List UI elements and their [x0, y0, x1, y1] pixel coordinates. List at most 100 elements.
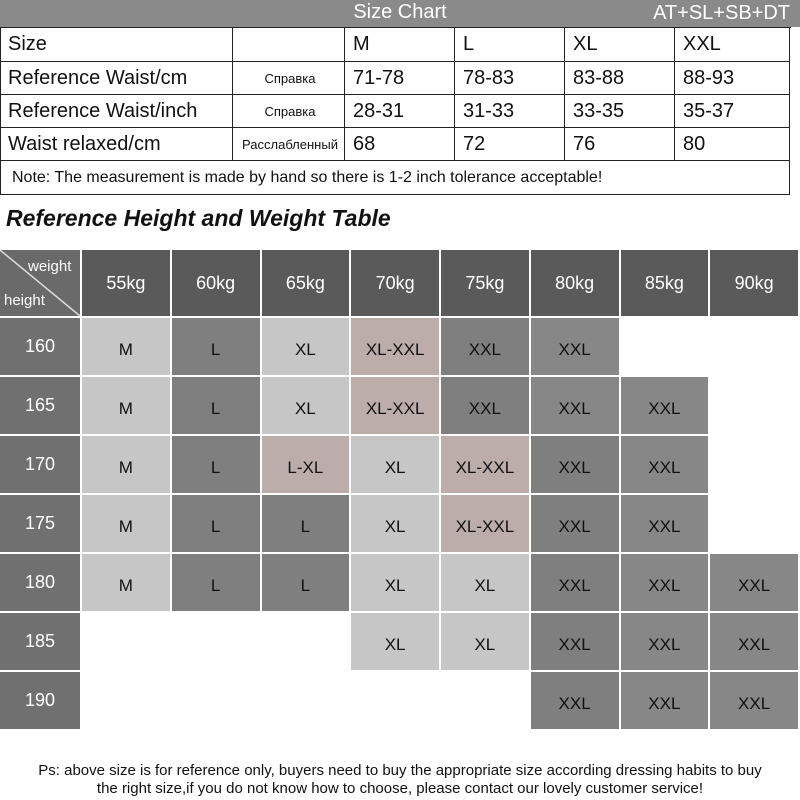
size-header: XL [565, 27, 675, 62]
size-value: 31-33 [455, 95, 565, 128]
weight-header: 55kg [82, 250, 170, 316]
size-cell: L [171, 377, 260, 434]
size-value: 78-83 [455, 62, 565, 95]
size-header: M [345, 27, 455, 62]
size-value: 72 [455, 128, 565, 161]
height-label: 170 [0, 436, 80, 493]
weight-header: 65kg [261, 250, 350, 316]
table-title: Reference Height and Weight Table [6, 205, 391, 231]
size-value: 80 [675, 128, 790, 161]
height-label: 180 [0, 554, 80, 611]
size-label: Size [0, 27, 233, 62]
size-cell: XXL [620, 672, 709, 729]
size-cell: M [82, 495, 170, 552]
size-cell [171, 613, 260, 670]
corner-height: height [4, 292, 45, 309]
size-cell: L-XL [261, 436, 350, 493]
row-note: Расслабленный [233, 128, 345, 161]
size-header: L [455, 27, 565, 62]
size-cell: L [261, 554, 350, 611]
size-cell: XXL [441, 377, 529, 434]
models: AT+SL+SB+DT [653, 2, 790, 24]
height-label: 160 [0, 318, 80, 375]
size-cell: XXL [620, 436, 709, 493]
size-header: XXL [675, 27, 790, 62]
size-cell: XL-XXL [351, 318, 439, 375]
size-cell [82, 672, 170, 729]
size-cell: XXL [441, 318, 529, 375]
weight-header: 70kg [351, 250, 439, 316]
height-label: 165 [0, 377, 80, 434]
row-note: Справка [233, 95, 345, 128]
size-cell [710, 377, 798, 434]
size-cell: L [171, 436, 260, 493]
size-cell: XL [261, 318, 350, 375]
weight-header: 90kg [710, 250, 798, 316]
size-cell [351, 672, 439, 729]
size-cell: XXL [530, 613, 619, 670]
size-value: 35-37 [675, 95, 790, 128]
size-cell: XL [351, 436, 439, 493]
corner [0, 250, 80, 316]
size-cell: XL-XXL [441, 495, 529, 552]
size-cell: XXL [530, 495, 619, 552]
size-cell: XXL [530, 318, 619, 375]
size-cell: XXL [710, 672, 798, 729]
footer-line: the right size,if you do not know how to… [96, 780, 704, 797]
row-label: Reference Waist/inch [0, 95, 233, 128]
size-cell: L [171, 318, 260, 375]
size-cell: XL-XXL [441, 436, 529, 493]
size-cell: XXL [530, 436, 619, 493]
size-cell [620, 318, 709, 375]
footer-line: Ps: above size is for reference only, bu… [38, 762, 762, 779]
weight-header: 75kg [441, 250, 529, 316]
size-cell: XL-XXL [351, 377, 439, 434]
weight-header: 80kg [530, 250, 619, 316]
size-cell [261, 613, 350, 670]
footer: Ps: above size is for reference only, bu… [0, 762, 800, 800]
size-cell: L [261, 495, 350, 552]
size-cell: XXL [620, 613, 709, 670]
size-cell: XL [351, 495, 439, 552]
size-value: 88-93 [675, 62, 790, 95]
size-cell [710, 436, 798, 493]
chart-title: Size Chart [353, 1, 447, 23]
size-cell [82, 613, 170, 670]
size-value: 76 [565, 128, 675, 161]
row-label: Waist relaxed/cm [0, 128, 233, 161]
table-note: Note: The measurement is made by hand so… [0, 161, 790, 195]
size-value: 83-88 [565, 62, 675, 95]
size-cell [710, 318, 798, 375]
size-cell: XL [441, 554, 529, 611]
size-value: 33-35 [565, 95, 675, 128]
size-cell: M [82, 436, 170, 493]
size-cell: XXL [620, 554, 709, 611]
size-cell [441, 672, 529, 729]
weight-header: 85kg [620, 250, 709, 316]
size-value: 71-78 [345, 62, 455, 95]
height-label: 185 [0, 613, 80, 670]
size-cell: L [171, 554, 260, 611]
row-note: Справка [233, 62, 345, 95]
size-cell [171, 672, 260, 729]
size-cell: L [171, 495, 260, 552]
blank-cell [233, 27, 345, 62]
size-cell [261, 672, 350, 729]
table-frame [0, 27, 791, 195]
corner-weight: weight [28, 258, 72, 275]
corner-diagonal [0, 250, 80, 316]
size-cell: XXL [710, 613, 798, 670]
size-cell: M [82, 377, 170, 434]
size-cell: M [82, 318, 170, 375]
weight-header: 60kg [171, 250, 260, 316]
height-label: 175 [0, 495, 80, 552]
size-value: 68 [345, 128, 455, 161]
row-label: Reference Waist/cm [0, 62, 233, 95]
size-cell: XL [351, 554, 439, 611]
size-cell: XXL [530, 672, 619, 729]
size-cell: XXL [710, 554, 798, 611]
size-cell: XL [441, 613, 529, 670]
size-cell [710, 495, 798, 552]
size-cell: XXL [530, 554, 619, 611]
